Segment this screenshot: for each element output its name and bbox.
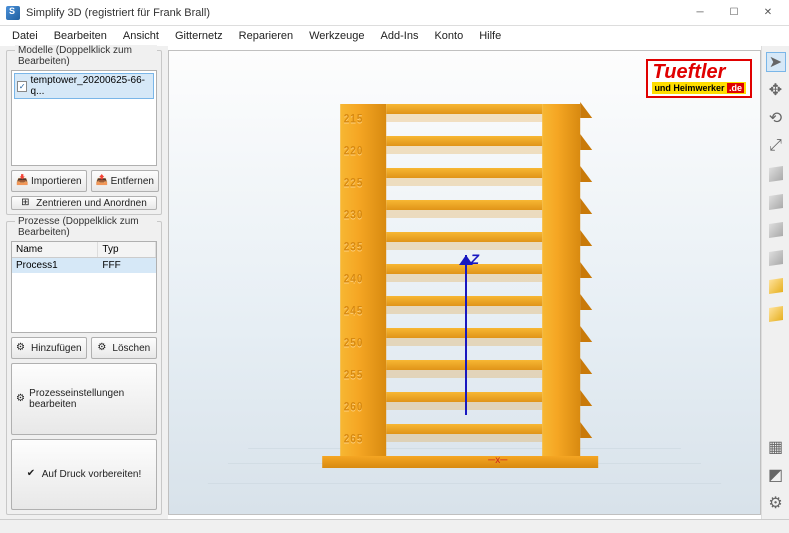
wireframe-tool[interactable]	[766, 276, 786, 296]
temp-label: 250	[344, 337, 364, 350]
solid-tool[interactable]	[766, 304, 786, 324]
watermark-line2b: .de	[727, 83, 744, 93]
status-bar	[0, 519, 789, 533]
center-button[interactable]: ⊞Zentrieren und Anordnen	[11, 196, 157, 210]
minimize-button[interactable]: ─	[683, 1, 717, 25]
cursor-tool[interactable]: ➤	[766, 52, 786, 72]
watermark-logo: Tueftler und Heimwerker .de	[646, 59, 752, 98]
app-icon	[6, 6, 20, 20]
tower-level: 220	[340, 136, 580, 168]
model-name: temptower_20200625-66-q...	[30, 75, 151, 97]
temp-label: 245	[344, 305, 364, 318]
window-title: Simplify 3D (registriert für Frank Brall…	[26, 7, 683, 19]
process-row[interactable]: Process1 FFF	[12, 258, 156, 273]
tower-level: 215	[340, 104, 580, 136]
tower-level: 230	[340, 200, 580, 232]
support-tool[interactable]: ▦	[766, 437, 786, 457]
temp-tower-model[interactable]: 215 220 225 230 235 240 245	[340, 104, 580, 468]
menu-edit[interactable]: Bearbeiten	[46, 28, 115, 44]
col-header-type[interactable]: Typ	[98, 242, 156, 257]
processes-group: Prozesse (Doppelklick zum Bearbeiten) Na…	[6, 221, 162, 515]
view-front-tool[interactable]	[766, 192, 786, 212]
process-type: FFF	[98, 258, 156, 273]
menu-mesh[interactable]: Gitternetz	[167, 28, 231, 44]
col-header-name[interactable]: Name	[12, 242, 98, 257]
z-axis-label: Z	[471, 251, 480, 267]
models-group: Modelle (Doppelklick zum Bearbeiten) ✓ t…	[6, 50, 162, 215]
menu-help[interactable]: Hilfe	[471, 28, 509, 44]
view-side-tool[interactable]	[766, 220, 786, 240]
temp-label: 240	[344, 273, 364, 286]
temp-label: 235	[344, 241, 364, 254]
gear-icon: ⚙	[16, 393, 26, 405]
move-tool[interactable]: ✥	[766, 80, 786, 100]
temp-label: 220	[344, 145, 364, 158]
tower-level: 225	[340, 168, 580, 200]
temp-label: 215	[344, 113, 364, 126]
process-name: Process1	[12, 258, 98, 273]
tower-level: 245	[340, 296, 580, 328]
settings-tool[interactable]: ⚙	[766, 493, 786, 513]
z-axis-line	[465, 255, 467, 415]
models-title: Modelle (Doppelklick zum Bearbeiten)	[15, 45, 157, 67]
watermark-line2a: und Heimwerker	[654, 83, 724, 93]
tower-level: 255	[340, 360, 580, 392]
tower-level: 250	[340, 328, 580, 360]
rotate-tool[interactable]: ⟲	[766, 108, 786, 128]
delete-icon: ⚙	[97, 342, 109, 354]
tower-level: 265	[340, 424, 580, 456]
3d-viewport[interactable]: 215 220 225 230 235 240 245	[168, 50, 761, 515]
view-iso-tool[interactable]	[766, 248, 786, 268]
menu-file[interactable]: Datei	[4, 28, 46, 44]
watermark-line1: Tueftler	[652, 63, 746, 81]
menu-bar: Datei Bearbeiten Ansicht Gitternetz Repa…	[0, 26, 789, 46]
temp-label: 225	[344, 177, 364, 190]
delete-process-button[interactable]: ⚙Löschen	[91, 337, 157, 359]
temp-label: 265	[344, 433, 364, 446]
right-toolbar: ➤ ✥ ⟲ ⤢ ▦ ◩ ⚙	[761, 46, 789, 519]
model-item[interactable]: ✓ temptower_20200625-66-q...	[14, 73, 154, 99]
temp-label: 260	[344, 401, 364, 414]
tower-level: 260	[340, 392, 580, 424]
menu-addins[interactable]: Add-Ins	[373, 28, 427, 44]
menu-tools[interactable]: Werkzeuge	[301, 28, 372, 44]
check-icon: ✔	[27, 468, 39, 480]
edit-process-button[interactable]: ⚙Prozesseinstellungen bearbeiten	[11, 363, 157, 435]
models-list[interactable]: ✓ temptower_20200625-66-q...	[11, 70, 157, 166]
tower-level: 240	[340, 264, 580, 296]
import-button[interactable]: 📥Importieren	[11, 170, 87, 192]
remove-button[interactable]: 📤Entfernen	[91, 170, 159, 192]
add-icon: ⚙	[16, 342, 28, 354]
process-table[interactable]: Name Typ Process1 FFF	[11, 241, 157, 333]
processes-title: Prozesse (Doppelklick zum Bearbeiten)	[15, 216, 157, 238]
prepare-print-button[interactable]: ✔Auf Druck vorbereiten!	[11, 439, 157, 511]
menu-account[interactable]: Konto	[426, 28, 471, 44]
cross-section-tool[interactable]: ◩	[766, 465, 786, 485]
view-top-tool[interactable]	[766, 164, 786, 184]
model-checkbox[interactable]: ✓	[17, 81, 27, 92]
add-process-button[interactable]: ⚙Hinzufügen	[11, 337, 87, 359]
maximize-button[interactable]: ☐	[717, 1, 751, 25]
temp-label: 230	[344, 209, 364, 222]
x-axis-marker: ─x─	[488, 455, 507, 466]
remove-icon: 📤	[96, 175, 108, 187]
menu-repair[interactable]: Reparieren	[231, 28, 301, 44]
temp-label: 255	[344, 369, 364, 382]
import-icon: 📥	[16, 175, 28, 187]
tower-base	[322, 456, 598, 468]
close-button[interactable]: ✕	[751, 1, 785, 25]
menu-view[interactable]: Ansicht	[115, 28, 167, 44]
center-icon: ⊞	[21, 197, 33, 209]
scale-tool[interactable]: ⤢	[766, 136, 786, 156]
